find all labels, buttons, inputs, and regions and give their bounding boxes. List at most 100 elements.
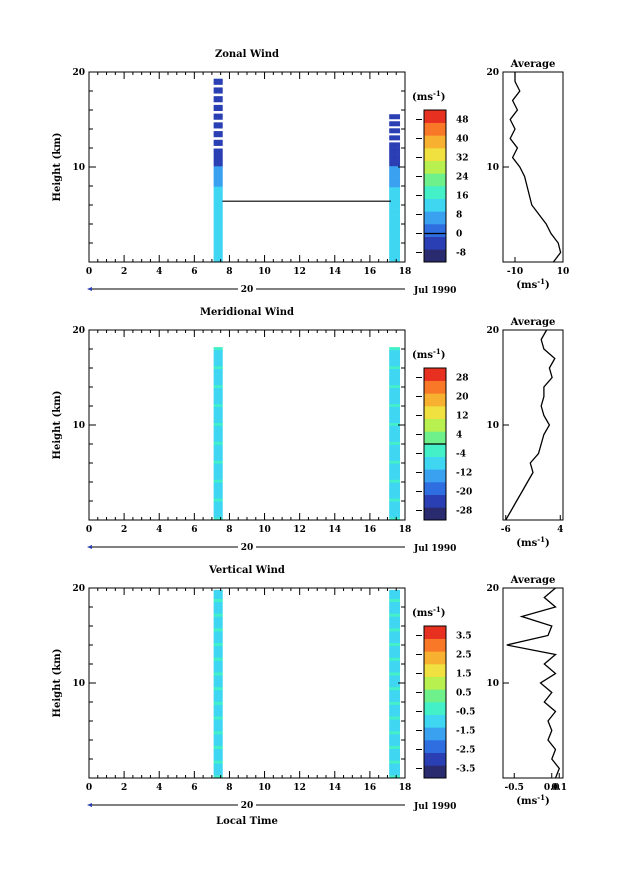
data-cell xyxy=(220,131,223,135)
x-tick-label: 12 xyxy=(293,267,306,277)
data-cell xyxy=(389,210,393,214)
data-cell xyxy=(218,733,221,738)
data-cell xyxy=(213,165,217,170)
data-cell xyxy=(218,428,221,432)
data-cell xyxy=(391,154,395,157)
data-cell xyxy=(391,398,395,402)
data-cell xyxy=(220,713,223,717)
data-cell xyxy=(389,158,393,162)
x-tick-label: 4 xyxy=(156,525,162,535)
data-cell xyxy=(394,170,398,174)
data-cell xyxy=(389,217,393,221)
data-cell xyxy=(391,201,395,204)
data-cell xyxy=(397,355,401,359)
data-cell xyxy=(213,157,217,161)
colorbar-cell xyxy=(424,186,446,199)
data-cell xyxy=(213,203,217,208)
data-cell xyxy=(389,154,393,157)
data-cell xyxy=(389,775,393,779)
colorbar-cell xyxy=(424,368,446,381)
data-cell xyxy=(215,613,219,617)
data-cell xyxy=(218,701,221,705)
data-cell xyxy=(220,151,223,155)
data-cell xyxy=(397,592,401,597)
data-cell xyxy=(391,189,395,192)
data-cell xyxy=(397,686,401,691)
data-cell xyxy=(220,645,223,649)
data-cell xyxy=(220,122,223,126)
data-cell xyxy=(389,663,393,667)
data-cell xyxy=(389,144,393,148)
data-cell xyxy=(213,227,217,231)
data-cell xyxy=(218,698,221,702)
colorbar-cell xyxy=(424,765,446,779)
colorbar-cell xyxy=(424,727,446,741)
data-cell xyxy=(391,449,395,453)
data-cell xyxy=(389,433,393,437)
data-cell xyxy=(391,231,395,235)
data-cell xyxy=(220,241,223,245)
data-cell xyxy=(215,503,219,507)
data-cell xyxy=(213,209,217,213)
unit-text: (ms xyxy=(516,796,537,807)
data-cell xyxy=(394,760,398,764)
data-cell xyxy=(394,686,398,691)
data-cell xyxy=(397,479,401,483)
data-cell xyxy=(215,686,219,691)
data-cell xyxy=(389,457,393,461)
data-cell xyxy=(213,610,217,614)
plot-frame xyxy=(88,587,406,779)
data-cell xyxy=(389,722,393,726)
data-cell xyxy=(391,633,395,638)
data-cell xyxy=(397,395,401,399)
colorbar-cell xyxy=(424,664,446,677)
data-cell xyxy=(394,182,398,185)
data-cell xyxy=(213,663,217,667)
data-cell xyxy=(389,414,393,418)
colorbar-tick-label: -0.5 xyxy=(456,708,475,718)
data-cell xyxy=(397,177,401,181)
data-cell xyxy=(391,395,395,399)
data-cell xyxy=(220,604,223,608)
data-cell xyxy=(389,444,393,448)
data-cell xyxy=(220,192,223,196)
data-cell xyxy=(397,238,401,242)
data-cell xyxy=(394,142,398,146)
unit-text: (ms xyxy=(516,538,537,549)
data-cell xyxy=(220,247,223,251)
data-cell xyxy=(397,695,401,699)
data-cell xyxy=(218,165,221,170)
data-cell xyxy=(213,441,217,445)
data-cell xyxy=(397,130,401,134)
colorbar-tick-label: -20 xyxy=(456,488,472,498)
data-cell xyxy=(220,224,223,228)
data-cell xyxy=(215,401,219,405)
data-cell xyxy=(391,414,395,418)
data-cell xyxy=(391,420,395,424)
data-cell xyxy=(213,221,217,225)
data-cell xyxy=(220,368,223,372)
data-cell xyxy=(397,595,401,600)
data-cell xyxy=(218,589,221,594)
data-cell xyxy=(397,198,401,202)
data-cell xyxy=(389,240,393,244)
data-cell xyxy=(391,147,395,150)
data-cell xyxy=(218,766,221,770)
data-cell xyxy=(391,484,395,488)
data-cell xyxy=(391,250,395,253)
data-cell xyxy=(215,384,219,388)
data-cell xyxy=(213,619,217,623)
data-cell xyxy=(220,675,223,679)
data-cell xyxy=(394,393,398,397)
data-cell xyxy=(213,754,217,758)
data-cell xyxy=(391,675,395,679)
data-cell xyxy=(220,592,223,597)
data-cell xyxy=(389,707,393,711)
data-cell xyxy=(218,704,221,708)
data-cell xyxy=(213,757,217,761)
data-cell xyxy=(389,259,393,263)
data-cell xyxy=(391,436,395,440)
x-tick-label: 12 xyxy=(293,525,306,535)
data-cell xyxy=(391,509,395,513)
data-cell xyxy=(397,689,401,694)
